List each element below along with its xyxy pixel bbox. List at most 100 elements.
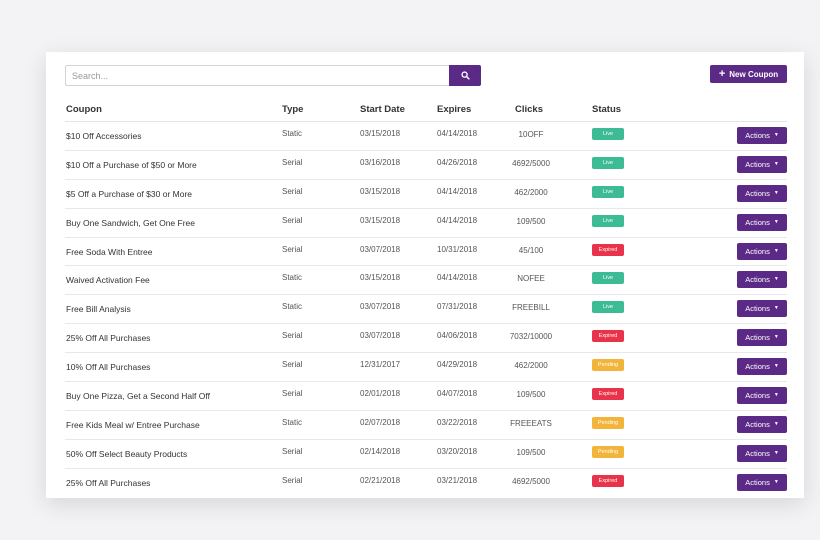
column-header-clicks[interactable]: Clicks — [515, 104, 543, 115]
table-row[interactable]: $10 Off a Purchase of $50 or More Serial 0… — [65, 151, 787, 180]
caret-down-icon: ▼ — [773, 334, 779, 341]
start-date: 02/07/2018 — [360, 417, 401, 427]
table-row[interactable]: Buy One Sandwich, Get One Free Serial 03/1… — [65, 209, 787, 238]
coupon-name: 25% Off All Purchases — [66, 477, 151, 488]
caret-down-icon: ▼ — [773, 449, 779, 456]
coupon-type: Serial — [282, 331, 303, 341]
actions-label: Actions — [745, 275, 770, 285]
column-header-coupon[interactable]: Coupon — [66, 104, 102, 115]
table-row[interactable]: 10% Off All Purchases Serial 12/31/2017 04/… — [65, 353, 787, 383]
coupon-name: $10 Off a Purchase of $50 or More — [66, 159, 197, 170]
search-bar — [65, 65, 481, 86]
start-date: 03/07/2018 — [360, 244, 401, 254]
coupon-name: 10% Off All Purchases — [66, 362, 151, 373]
coupon-name: 25% Off All Purchases — [66, 333, 151, 344]
coupon-type: Serial — [282, 475, 303, 485]
actions-button[interactable]: Actions ▼ — [737, 242, 787, 260]
clicks-value: 462/2000 — [514, 187, 548, 197]
coupon-type: Serial — [282, 446, 303, 456]
column-header-start-date[interactable]: Start Date — [360, 104, 405, 115]
start-date: 03/15/2018 — [360, 129, 401, 138]
table-row[interactable]: 25% Off All Purchases Serial 02/21/2018 03/… — [65, 469, 787, 498]
expires-date: 04/07/2018 — [437, 389, 478, 399]
plus-icon: + — [718, 67, 726, 80]
expires-date: 03/22/2018 — [437, 417, 478, 427]
coupon-table: Coupon Type Start Date Expires Clicks St… — [65, 99, 787, 498]
caret-down-icon: ▼ — [773, 132, 779, 138]
column-header-expires[interactable]: Expires — [437, 104, 472, 115]
table-row[interactable]: 50% Off Select Beauty Products Serial 02/1… — [65, 440, 787, 469]
actions-button[interactable]: Actions ▼ — [737, 358, 787, 376]
caret-down-icon: ▼ — [773, 478, 779, 485]
actions-button[interactable]: Actions ▼ — [737, 415, 787, 433]
status-badge: Live — [592, 156, 624, 169]
actions-button[interactable]: Actions ▼ — [737, 184, 787, 202]
clicks-value: 109/500 — [516, 447, 546, 457]
table-row[interactable]: 25% Off All Purchases Serial 03/07/2018 04/… — [65, 324, 787, 354]
coupon-type: Static — [282, 273, 303, 283]
table-row[interactable]: Free Bill Analysis Static 03/07/2018 07/31/… — [65, 295, 787, 325]
expires-date: 04/14/2018 — [437, 215, 478, 225]
coupon-name: Free Soda With Entree — [66, 246, 153, 257]
status-badge: Expired — [592, 243, 624, 256]
table-row[interactable]: Waived Activation Fee Static 03/15/2018 04/… — [65, 266, 787, 296]
table-row[interactable]: Free Soda With Entree Serial 03/07/2018 10/… — [65, 238, 787, 267]
actions-label: Actions — [745, 419, 770, 429]
start-date: 03/15/2018 — [360, 186, 401, 196]
actions-label: Actions — [745, 188, 770, 198]
actions-button[interactable]: Actions ▼ — [737, 271, 787, 289]
coupon-type: Serial — [282, 186, 303, 196]
actions-label: Actions — [745, 304, 770, 314]
caret-down-icon: ▼ — [773, 420, 779, 427]
actions-button[interactable]: Actions ▼ — [737, 329, 787, 347]
new-coupon-label: New Coupon — [729, 69, 779, 79]
actions-label: Actions — [745, 362, 770, 372]
coupon-name: Buy One Sandwich, Get One Free — [66, 217, 195, 228]
status-badge: Pending — [592, 445, 624, 458]
clicks-value: 462/2000 — [514, 361, 548, 371]
coupon-type: Static — [282, 302, 303, 312]
start-date: 02/01/2018 — [360, 389, 401, 399]
actions-button[interactable]: Actions ▼ — [737, 127, 787, 144]
table-row[interactable]: Free Kids Meal w/ Entree Purchase Static 0… — [65, 411, 787, 440]
expires-date: 04/14/2018 — [437, 273, 478, 283]
table-row[interactable]: $10 Off Accessories Static 03/15/2018 04/14… — [65, 122, 787, 151]
start-date: 03/15/2018 — [360, 215, 401, 225]
actions-button[interactable]: Actions ▼ — [737, 444, 787, 462]
actions-button[interactable]: Actions ▼ — [737, 155, 787, 173]
actions-button[interactable]: Actions ▼ — [737, 300, 787, 318]
coupon-type: Serial — [282, 389, 303, 399]
status-badge: Live — [592, 214, 624, 227]
clicks-value: NOFEE — [517, 274, 545, 284]
caret-down-icon: ▼ — [773, 363, 779, 370]
search-button[interactable] — [449, 65, 481, 86]
table-row[interactable]: Buy One Pizza, Get a Second Half Off Seri… — [65, 382, 787, 411]
coupon-type: Serial — [282, 244, 303, 254]
new-coupon-button[interactable]: + New Coupon — [710, 65, 787, 83]
expires-date: 04/29/2018 — [437, 360, 478, 370]
expires-date: 04/06/2018 — [437, 331, 478, 341]
coupon-name: Free Bill Analysis — [66, 304, 131, 315]
clicks-value: FREEEATS — [510, 418, 552, 428]
status-badge: Expired — [592, 388, 624, 401]
caret-down-icon: ▼ — [773, 305, 779, 312]
table-row[interactable]: $5 Off a Purchase of $30 or More Serial 03… — [65, 180, 787, 209]
search-input[interactable] — [65, 65, 449, 86]
actions-label: Actions — [745, 159, 770, 169]
status-badge: Live — [592, 185, 624, 198]
actions-label: Actions — [745, 217, 770, 227]
coupon-name: Buy One Pizza, Get a Second Half Off — [66, 391, 210, 402]
clicks-value: 10OFF — [518, 130, 544, 139]
column-header-type[interactable]: Type — [282, 104, 304, 115]
column-header-status[interactable]: Status — [592, 104, 622, 115]
actions-button[interactable]: Actions ▼ — [737, 473, 787, 491]
status-badge: Expired — [592, 330, 624, 343]
start-date: 02/21/2018 — [360, 475, 401, 485]
caret-down-icon: ▼ — [773, 218, 779, 225]
actions-button[interactable]: Actions ▼ — [737, 213, 787, 231]
coupon-name: $10 Off Accessories — [66, 131, 142, 141]
start-date: 03/07/2018 — [360, 331, 401, 341]
search-icon — [460, 71, 470, 80]
actions-button[interactable]: Actions ▼ — [737, 387, 787, 405]
clicks-value: 109/500 — [516, 216, 546, 226]
